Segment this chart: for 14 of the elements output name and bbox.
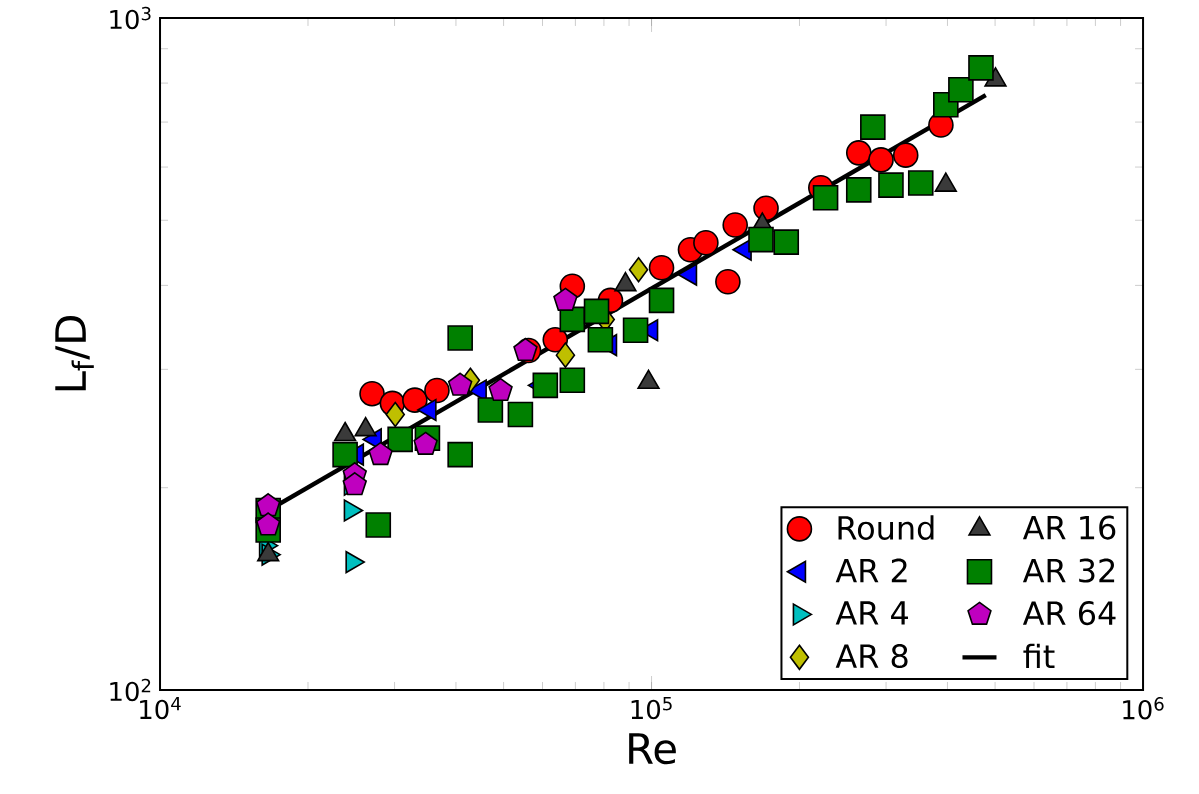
legend-label: Round (838, 515, 934, 540)
x-tick-label: 10$^{5}$ (631, 697, 672, 720)
y-axis-title: L$_{f}$/D (55, 315, 94, 391)
legend-label: fit (1023, 643, 1055, 668)
y-tick-label: 10$^{3}$ (110, 6, 151, 30)
x-tick-label: 10$^{6}$ (1123, 697, 1164, 720)
x-axis-title: Re (629, 733, 676, 765)
x-tick-label: 10$^{4}$ (140, 697, 181, 720)
legend-label: AR 64 (1022, 601, 1116, 626)
legend-label: AR 4 (835, 601, 908, 625)
legend-label: AR 32 (1022, 558, 1115, 583)
legend-label: AR 16 (1022, 515, 1116, 540)
legend-label: AR 2 (835, 558, 907, 583)
legend-label: AR 8 (835, 644, 908, 669)
